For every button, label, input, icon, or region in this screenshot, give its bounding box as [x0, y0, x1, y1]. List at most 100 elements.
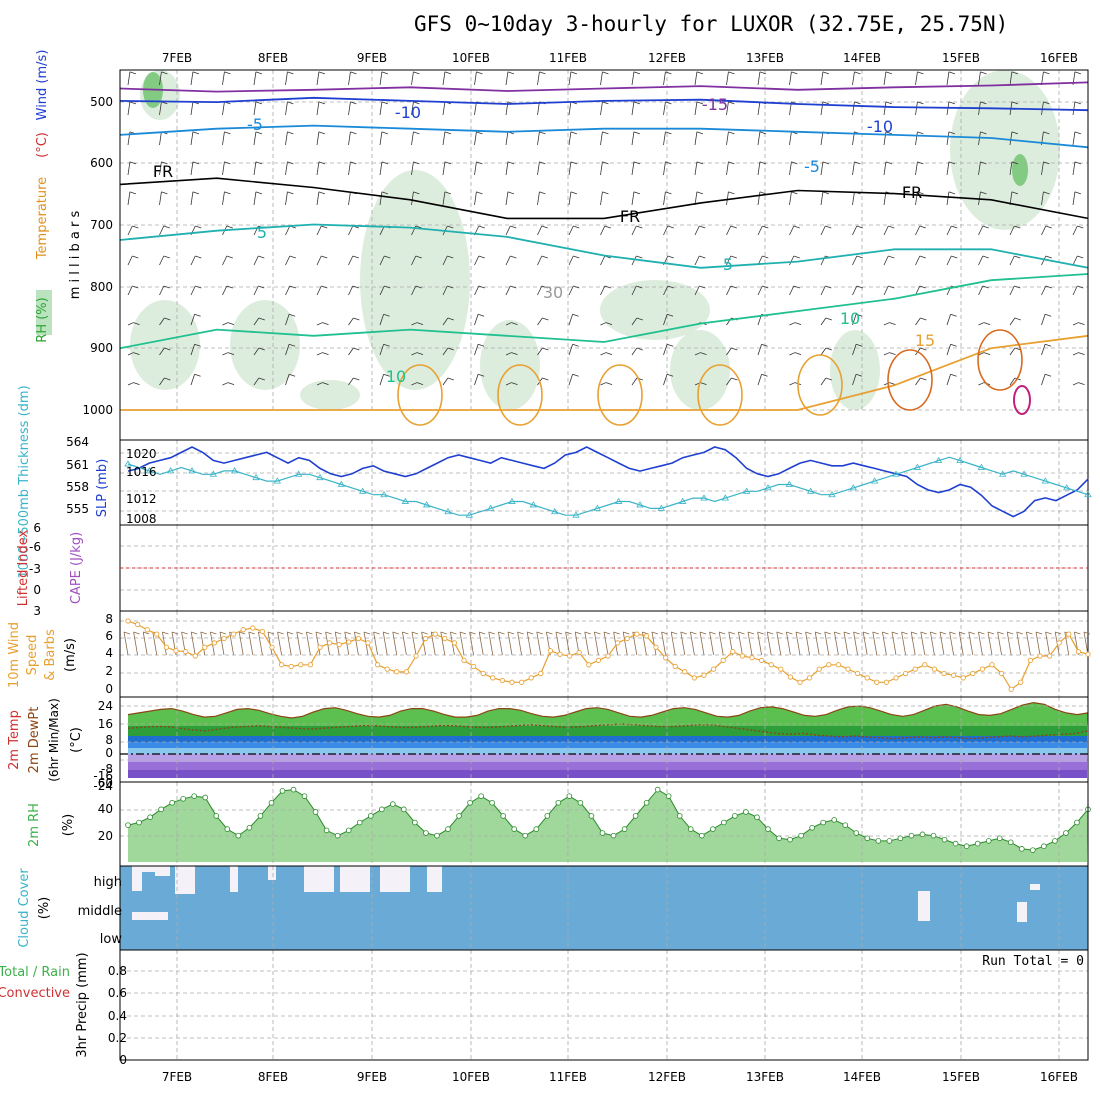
wind-barb	[694, 352, 701, 356]
wind-barb-flag	[288, 313, 296, 317]
wind-barb-flag	[1035, 631, 1043, 635]
y-tick-label: 3	[33, 604, 41, 618]
wind-speed-marker	[576, 649, 582, 656]
wind-barb-flag	[129, 101, 137, 105]
wind-barb-flag	[950, 373, 957, 377]
wind-barb	[411, 322, 418, 326]
rh-marker	[886, 838, 893, 844]
wind-barb-flag	[604, 285, 611, 289]
wind-barb-flag	[517, 631, 524, 635]
wind-barb	[852, 285, 858, 296]
wind-barb	[1072, 101, 1076, 116]
rh-marker	[941, 836, 948, 843]
wind-barb	[253, 347, 260, 356]
y-tick-label: 0	[33, 583, 41, 597]
wind-barb	[915, 161, 918, 176]
y-tick-label-left: 555	[66, 502, 89, 516]
wind-barb-flag	[570, 191, 578, 195]
wind-barb-flag	[507, 161, 515, 165]
wind-barb-flag	[950, 343, 957, 347]
x-tick-label-bottom: 8FEB	[258, 1070, 288, 1084]
wind-barb-flag	[747, 631, 755, 635]
wind-barb-flag	[132, 255, 139, 259]
wind-speed-marker	[163, 644, 169, 650]
wind-barb-flag	[447, 255, 454, 259]
thickness-marker	[145, 467, 154, 474]
wind-barb	[411, 191, 414, 206]
wind-barb-flag	[825, 377, 832, 381]
thickness-marker	[956, 456, 964, 464]
y-axis-label-temp: 2m Temp	[7, 710, 22, 770]
wind-barb-flag	[982, 255, 989, 259]
wind-barb	[726, 101, 729, 116]
rh-marker	[930, 832, 937, 839]
rh-marker	[676, 813, 683, 819]
wind-barb	[1041, 225, 1047, 236]
wind-barb	[978, 352, 985, 356]
wind-barb	[159, 255, 165, 266]
rh-marker	[423, 830, 429, 836]
temp-contour-warm	[397, 364, 443, 426]
temp-contour	[120, 334, 1089, 411]
wind-barb	[379, 71, 383, 86]
y-tick-label: 4	[105, 646, 113, 660]
wind-barb-flag	[287, 191, 294, 195]
rh-shading	[480, 320, 540, 410]
wind-barb-flag	[132, 285, 139, 289]
wind-barb	[190, 631, 196, 656]
wind-barb-flag	[730, 285, 737, 289]
contour-label: -10	[867, 117, 893, 136]
temp-contour	[119, 223, 1089, 269]
wind-barb	[718, 631, 724, 656]
wind-barb	[127, 71, 131, 86]
rh-shading	[130, 300, 200, 390]
wind-barb	[600, 382, 607, 386]
wind-barb-flag	[477, 343, 485, 347]
wind-barb-flag	[163, 255, 170, 259]
wind-barb-flag	[1045, 285, 1052, 289]
wind-barb-flag	[863, 631, 870, 635]
wind-barb-flag	[507, 631, 515, 635]
cloud-gap	[1017, 902, 1027, 922]
wind-barb	[474, 314, 479, 326]
wind-barb-flag	[920, 377, 927, 381]
rh-marker	[787, 836, 793, 843]
rh-marker	[577, 799, 584, 806]
wind-barb	[910, 631, 916, 656]
wind-barb-flag	[511, 322, 518, 325]
wind-barb	[316, 131, 320, 146]
wind-barb-flag	[759, 131, 767, 135]
wind-barb-flag	[539, 161, 546, 165]
wind-barb-flag	[224, 191, 231, 195]
rh-marker	[996, 835, 1003, 842]
wind-barb-flag	[384, 285, 391, 289]
wind-barb-flag	[288, 343, 296, 347]
cloud-gap	[340, 866, 370, 892]
wind-barb-flag	[413, 161, 420, 165]
wind-barb-flag	[476, 191, 483, 195]
y-axis-label-total: Total / Rain	[0, 965, 70, 980]
rh-marker	[621, 826, 628, 832]
wind-barb	[123, 631, 129, 656]
wind-barb	[382, 631, 388, 656]
rh-marker	[588, 813, 595, 819]
thickness-marker	[1020, 470, 1028, 477]
wind-barb	[600, 101, 603, 116]
slp-line	[127, 446, 1089, 518]
rh-marker	[180, 795, 186, 802]
wind-barb	[1026, 631, 1031, 656]
wind-barb-flag	[919, 255, 926, 259]
wind-barb	[286, 631, 292, 656]
wind-barb-flag	[541, 225, 548, 229]
temp-band	[128, 742, 1087, 748]
wind-barb-flag	[542, 317, 549, 321]
wind-barb	[411, 631, 417, 656]
wind-barb-flag	[951, 255, 958, 259]
wind-barb	[537, 285, 543, 296]
rh-marker	[279, 788, 286, 794]
wind-barb-flag	[699, 225, 706, 229]
wind-barb	[663, 374, 668, 386]
wind-barb	[222, 255, 228, 266]
wind-barb-flag	[192, 71, 200, 75]
rh-marker	[1007, 839, 1014, 846]
